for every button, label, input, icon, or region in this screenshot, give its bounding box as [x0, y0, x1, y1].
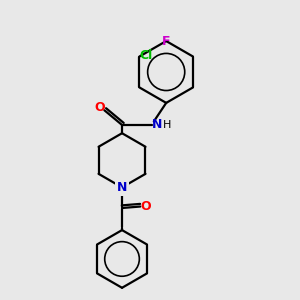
Text: H: H [163, 120, 171, 130]
Text: Cl: Cl [139, 49, 152, 62]
Text: F: F [162, 34, 170, 48]
Text: N: N [152, 118, 163, 131]
Text: O: O [94, 101, 105, 114]
Text: N: N [117, 181, 127, 194]
Text: O: O [140, 200, 151, 213]
